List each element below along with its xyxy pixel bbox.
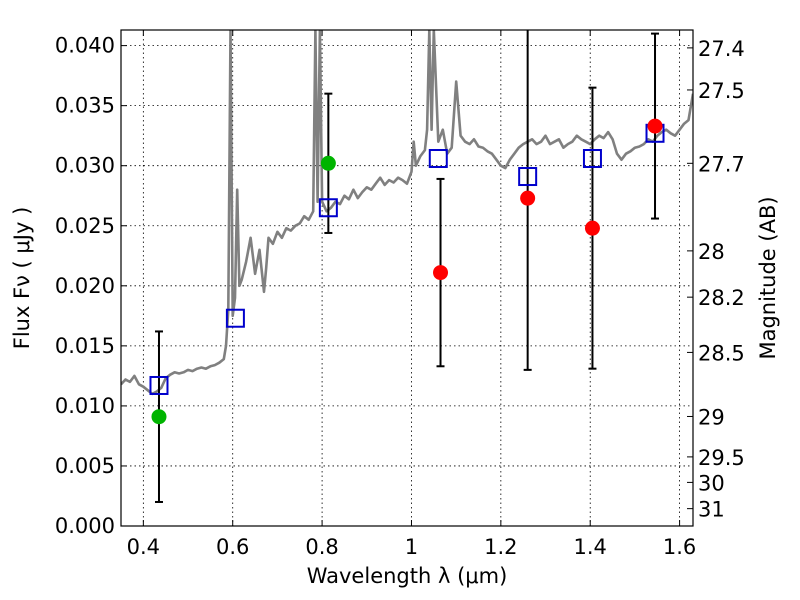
x-tick-label: 1.4 bbox=[574, 535, 607, 559]
y-tick-label: 0.015 bbox=[55, 334, 115, 358]
x-tick-label: 1 bbox=[405, 535, 418, 559]
detection-point bbox=[320, 155, 336, 171]
x-tick-label: 1.2 bbox=[484, 535, 517, 559]
x-axis-label: Wavelength λ (μm) bbox=[307, 564, 508, 588]
right-tick-label: 27.5 bbox=[698, 79, 745, 103]
x-tick-label: 0.6 bbox=[216, 535, 249, 559]
y-tick-label: 0.000 bbox=[55, 514, 115, 538]
right-tick-label: 27.7 bbox=[698, 152, 745, 176]
right-tick-label: 29.5 bbox=[698, 446, 745, 470]
y-tick-label: 0.010 bbox=[55, 394, 115, 418]
x-tick-label: 0.4 bbox=[127, 535, 160, 559]
model-square-point bbox=[318, 198, 338, 218]
upper-limit-point bbox=[647, 118, 663, 134]
plot-frame bbox=[120, 29, 694, 527]
model-square-point bbox=[149, 375, 169, 395]
detection-point bbox=[151, 409, 167, 425]
right-tick-label: 27.4 bbox=[698, 37, 745, 61]
right-tick-label: 28.2 bbox=[698, 286, 745, 310]
y-tick-label: 0.035 bbox=[55, 94, 115, 118]
right-axis-label: Magnitude (AB) bbox=[756, 196, 780, 359]
spectrum-layer bbox=[121, 30, 693, 396]
right-tick-label: 29 bbox=[698, 405, 725, 429]
right-tick-label: 31 bbox=[698, 498, 725, 522]
x-tick-label: 0.8 bbox=[305, 535, 338, 559]
photometry-points-layer bbox=[151, 118, 663, 425]
upper-limit-point bbox=[520, 190, 536, 206]
model-square-point bbox=[428, 149, 448, 169]
y-axis-label: Flux Fν ( μJy ) bbox=[10, 207, 34, 350]
right-tick-label: 28 bbox=[698, 240, 725, 264]
y-tick-label: 0.040 bbox=[55, 34, 115, 58]
model-photometry-layer bbox=[149, 123, 665, 395]
upper-limit-point bbox=[584, 220, 600, 236]
x-tick-label: 1.6 bbox=[663, 535, 696, 559]
right-tick-label: 28.5 bbox=[698, 341, 745, 365]
upper-limit-point bbox=[433, 265, 449, 281]
axis-ticks: 0.4 0.6 0.8 1 1.2 1.4 1.6 0.000 0.005 0.010 0.015 0… bbox=[55, 30, 745, 559]
model-square-point bbox=[518, 167, 538, 187]
model-square-point bbox=[225, 308, 245, 328]
spectrum-line bbox=[121, 30, 693, 396]
model-square-point bbox=[582, 149, 602, 169]
y-tick-label: 0.025 bbox=[55, 214, 115, 238]
y-tick-label: 0.030 bbox=[55, 154, 115, 178]
grid bbox=[121, 30, 693, 527]
right-tick-label: 30 bbox=[698, 471, 725, 495]
y-tick-label: 0.005 bbox=[55, 454, 115, 478]
y-tick-label: 0.020 bbox=[55, 274, 115, 298]
